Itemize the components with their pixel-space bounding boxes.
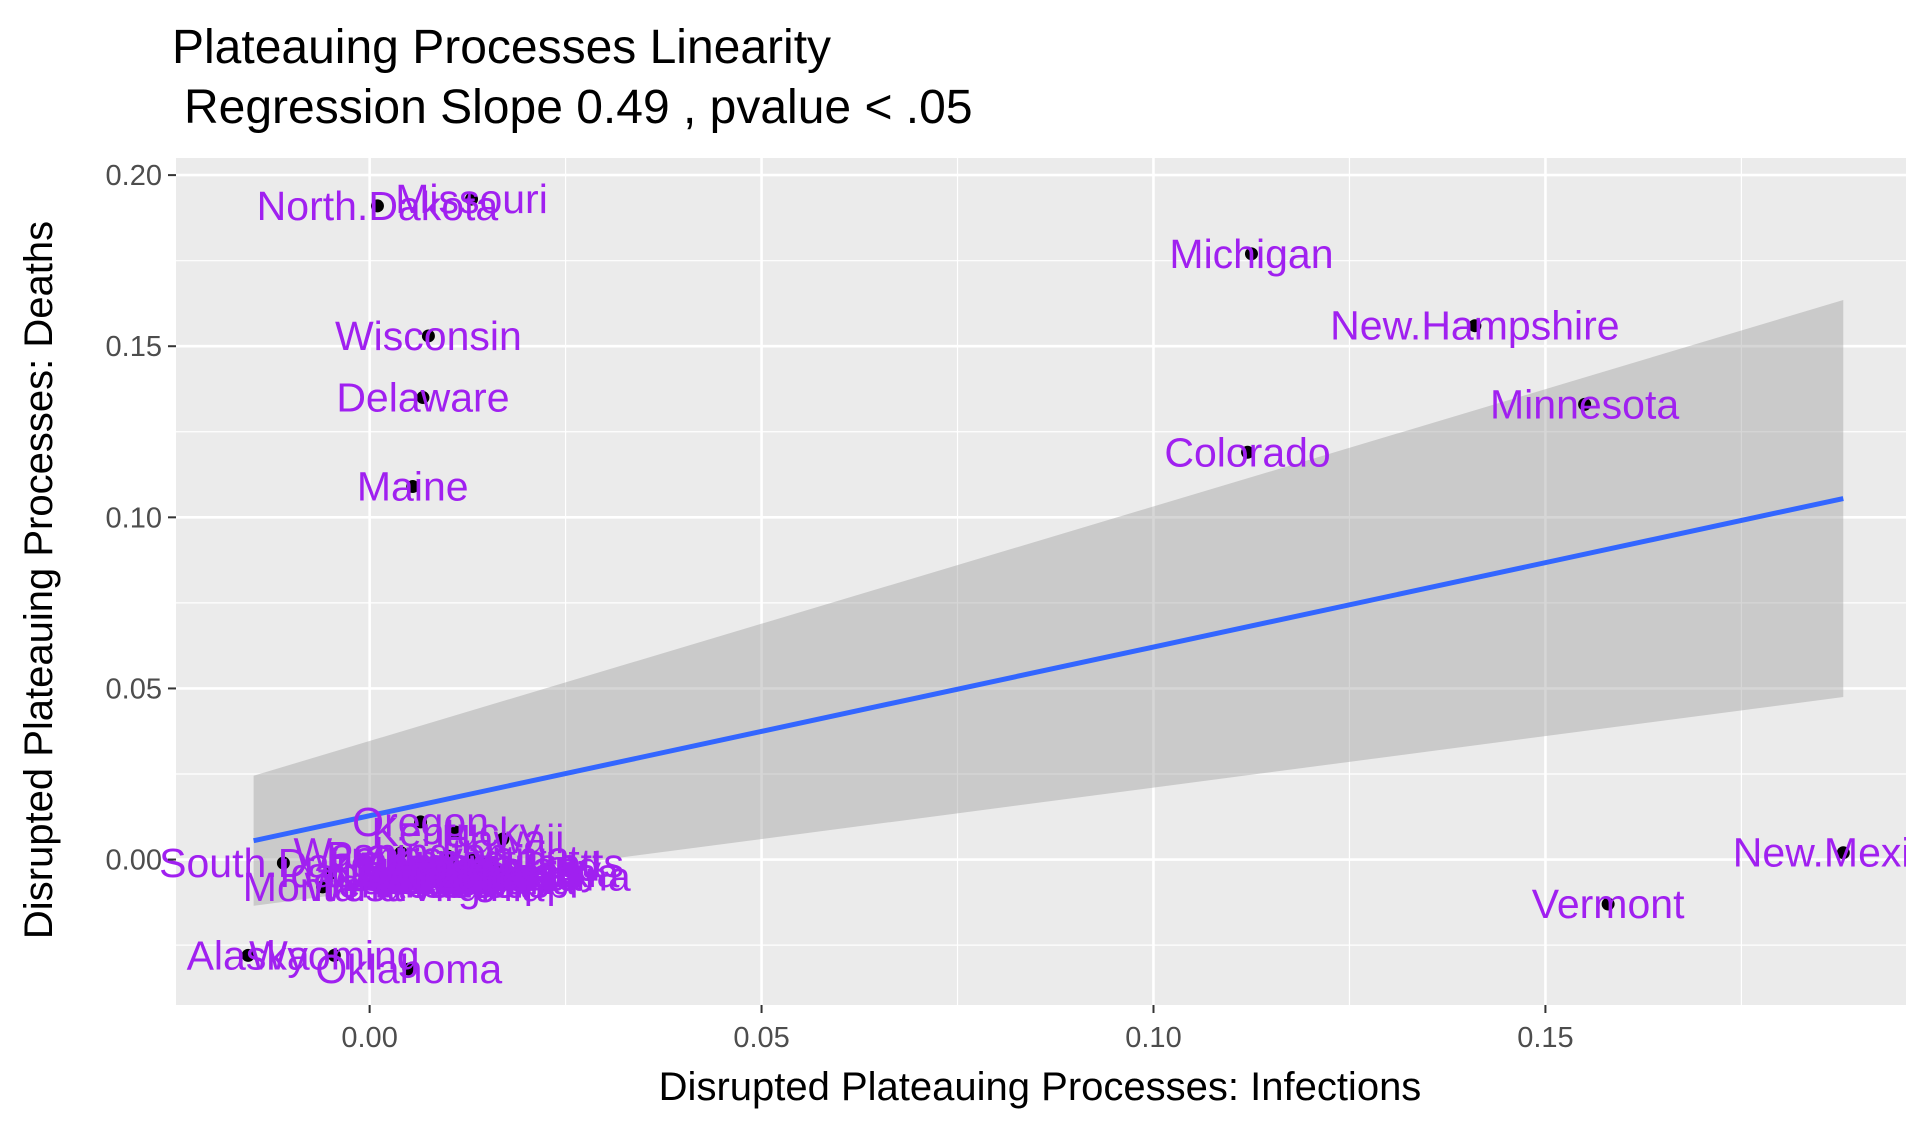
- y-tick-label: 0.00: [106, 845, 162, 877]
- y-tick-label: 0.20: [106, 160, 162, 192]
- point-label: South.Carolina: [359, 854, 630, 900]
- y-tick-label: 0.15: [106, 331, 162, 363]
- data-point: [449, 825, 463, 839]
- point-label: Utah: [342, 854, 429, 900]
- data-point: [327, 948, 341, 962]
- point-label: New.York: [417, 850, 589, 896]
- point-label: Indiana: [389, 843, 524, 889]
- point-label: Oregon: [352, 799, 489, 845]
- point-label: New.Jersey: [389, 847, 601, 893]
- point-label: Texas: [394, 857, 501, 903]
- data-point: [416, 391, 430, 405]
- point-label: Florida: [409, 854, 535, 900]
- data-point: [316, 880, 330, 894]
- point-label: Arizona: [386, 854, 525, 900]
- point-label: South.Dakota: [159, 840, 408, 886]
- point-label: North.Carolina: [355, 850, 620, 896]
- data-point: [1468, 319, 1482, 333]
- point-label: Maine: [357, 464, 469, 510]
- data-point: [378, 870, 392, 884]
- point-label: Alabama: [351, 857, 513, 903]
- point-label: Minnesota: [1490, 381, 1679, 427]
- point-label: Connecticut: [363, 837, 580, 883]
- data-point: [1244, 247, 1258, 261]
- data-point: [323, 866, 337, 880]
- y-axis-ticks: 0.00 0.05 0.10 0.15 0.20: [106, 160, 176, 877]
- point-label: Louisiana: [399, 857, 575, 903]
- point-label: Illinois: [383, 840, 497, 886]
- data-point: [421, 329, 435, 343]
- point-label: Michigan: [1169, 231, 1333, 277]
- point-label: Georgia: [383, 857, 529, 903]
- data-point: [394, 873, 408, 887]
- x-axis-ticks: 0.00 0.05 0.10 0.15: [341, 1005, 1574, 1054]
- point-label: New.Mexico: [1733, 830, 1906, 876]
- point-label: West.Virginia: [304, 864, 544, 910]
- y-tick-label: 0.05: [106, 673, 162, 705]
- y-axis-title: Disrupted Plateauing Processes: Deaths: [17, 221, 61, 939]
- data-point: [472, 877, 486, 891]
- point-label: Vermont: [1532, 881, 1685, 927]
- point-label: Missouri: [395, 176, 548, 222]
- point-label: Pennsylvania: [326, 833, 570, 879]
- grid-major: [176, 158, 1906, 1005]
- point-label: Wisconsin: [335, 313, 522, 359]
- point-label: Kansas: [372, 854, 509, 900]
- data-point: [1578, 397, 1592, 411]
- point-label: Colorado: [1164, 429, 1330, 475]
- y-tick-label: 0.10: [106, 502, 162, 534]
- data-point: [276, 856, 290, 870]
- point-label: Mississippi: [380, 861, 578, 907]
- x-tick-label: 0.05: [733, 1022, 789, 1054]
- point-label: Delaware: [336, 375, 509, 421]
- data-point: [241, 948, 255, 962]
- point-label: Oklahoma: [315, 946, 502, 992]
- point-label: Rhode.Island: [359, 843, 601, 889]
- point-label: Virginia: [396, 850, 532, 896]
- point-label: California: [408, 854, 581, 900]
- point-label: Arkansas: [378, 861, 549, 907]
- data-point: [449, 870, 463, 884]
- chart-subtitle: Regression Slope 0.49 , pvalue < .05: [184, 81, 973, 134]
- data-point: [425, 873, 439, 887]
- point-label: Wyoming: [249, 932, 420, 978]
- regression-line: [253, 496, 1844, 844]
- chart-title: Plateauing Processes Linearity: [172, 21, 831, 74]
- data-point: [402, 962, 416, 976]
- point-label: Idaho: [279, 850, 382, 896]
- data-point: [406, 480, 420, 494]
- point-label: Massachusetts: [350, 840, 623, 886]
- point-label: Washington: [293, 830, 508, 876]
- point-label: Nebraska: [360, 850, 536, 896]
- point-label: New.Hampshire: [1330, 303, 1619, 349]
- grid-minor: [176, 158, 1906, 1005]
- data-point: [370, 199, 384, 213]
- data-point: [414, 815, 428, 829]
- point-label: Kentucky: [372, 809, 541, 855]
- point-label: Nevada: [330, 857, 472, 903]
- point-label: Alaska: [187, 932, 310, 978]
- point-label: Ohio: [420, 847, 507, 893]
- point-label: Maryland: [395, 850, 564, 896]
- x-tick-label: 0.15: [1517, 1022, 1573, 1054]
- point-label: Tennessee: [317, 861, 515, 907]
- points-layer: [241, 192, 1850, 976]
- point-label: Iowa: [389, 847, 476, 893]
- point-label: Montana: [243, 864, 403, 910]
- data-point: [1601, 897, 1615, 911]
- x-axis-title: Disrupted Plateauing Processes: Infectio…: [659, 1065, 1422, 1109]
- data-point: [1241, 445, 1255, 459]
- data-point: [1836, 846, 1850, 860]
- x-tick-label: 0.00: [341, 1022, 397, 1054]
- x-tick-label: 0.10: [1125, 1022, 1181, 1054]
- data-point: [394, 846, 408, 860]
- data-point: [465, 192, 479, 206]
- data-point: [496, 832, 510, 846]
- data-point: [488, 870, 502, 884]
- point-label: North.Dakota: [257, 183, 499, 229]
- point-label: Hawaii: [441, 816, 564, 862]
